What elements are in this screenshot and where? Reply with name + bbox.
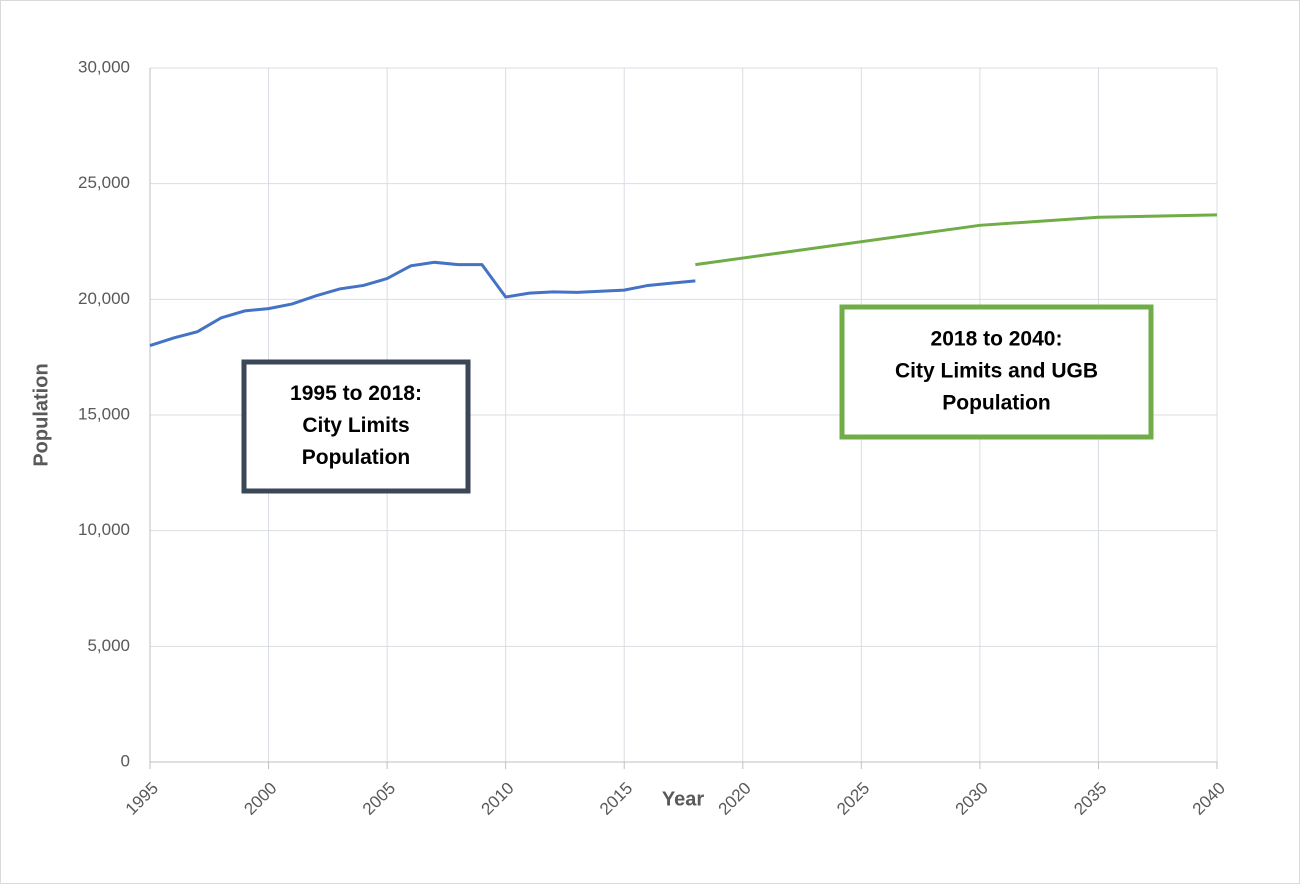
y-tick-label: 0 [121, 751, 130, 770]
y-tick-label: 5,000 [87, 636, 130, 655]
y-tick-label: 25,000 [78, 173, 130, 192]
series-line [149, 260, 696, 348]
annotation-text: 1995 to 2018: [290, 382, 422, 405]
series-line [695, 213, 1218, 267]
y-axis-title: Population [30, 363, 52, 466]
x-axis-title: Year [662, 788, 704, 810]
annotation-text: Population [942, 392, 1051, 415]
y-tick-label: 20,000 [78, 289, 130, 308]
y-tick-label: 10,000 [78, 520, 130, 539]
annotation-text: Population [302, 446, 411, 469]
annotation-text: City Limits [302, 414, 409, 437]
annotation-box [241, 359, 471, 494]
annotation-text: 2018 to 2040: [931, 328, 1063, 351]
annotation-box [839, 304, 1154, 440]
y-tick-label: 30,000 [78, 57, 130, 76]
annotation-text: City Limits and UGB [895, 360, 1098, 383]
y-tick-label: 15,000 [78, 404, 130, 423]
